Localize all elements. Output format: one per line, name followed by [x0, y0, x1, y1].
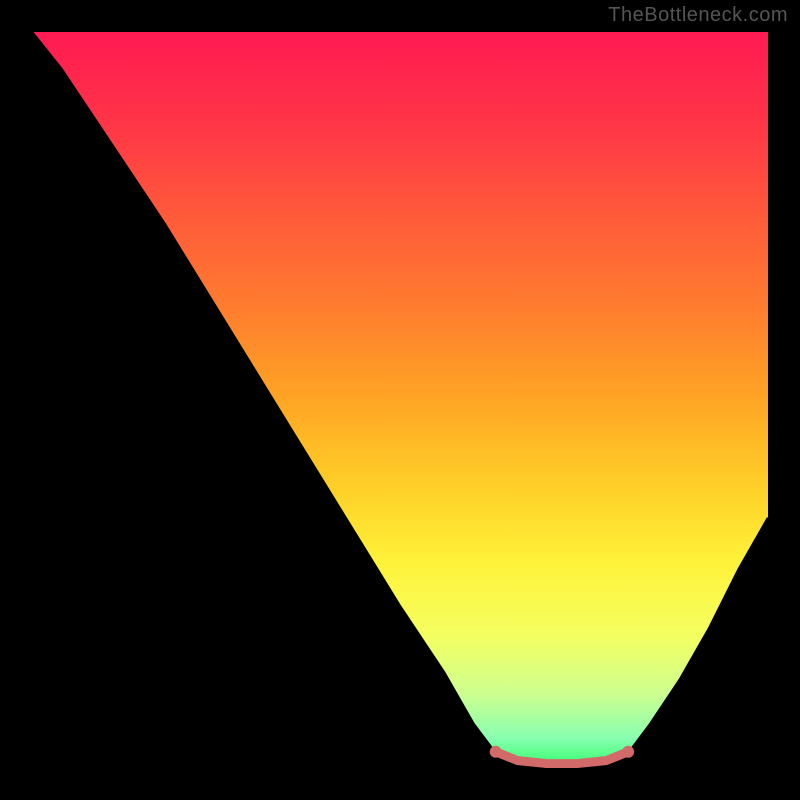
watermark-text: TheBottleneck.com: [608, 4, 788, 27]
highlight-start-marker: [490, 746, 502, 758]
plot-container: [0, 0, 800, 800]
curve-chart: [0, 0, 800, 800]
highlight-end-marker: [622, 746, 634, 758]
chart-root: TheBottleneck.com: [0, 0, 800, 800]
